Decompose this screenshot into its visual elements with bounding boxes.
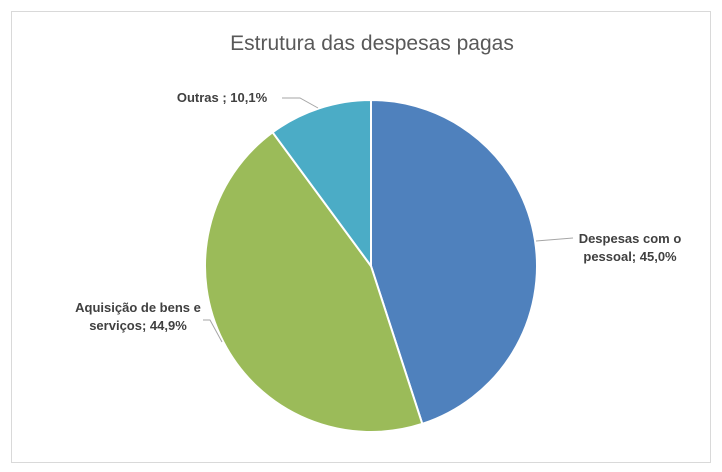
data-labels: Despesas com o pessoal; 45,0% Aquisição de… — [75, 90, 681, 333]
leader-lines — [203, 97, 574, 343]
data-label-2: Aquisição de bens e serviços; 44,9% — [75, 300, 201, 333]
data-label-1-line-1: Despesas com o — [579, 231, 682, 246]
leader-line-2 — [203, 319, 223, 343]
chart-title: Estrutura das despesas pagas — [230, 32, 514, 55]
pie-slice-3 — [271, 98, 372, 270]
data-label-1: Despesas com o pessoal; 45,0% — [579, 231, 682, 264]
data-label-3: Outras ; 10,1% — [177, 90, 268, 105]
data-label-3-line-1: Outras ; 10,1% — [177, 90, 268, 105]
data-label-2-line-2: serviços; 44,9% — [89, 318, 187, 333]
leader-line-1 — [535, 237, 574, 242]
data-label-2-line-1: Aquisição de bens e — [75, 300, 201, 315]
pie-slice-1 — [370, 98, 538, 426]
leader-line-3 — [282, 97, 319, 109]
pie-slice-2 — [204, 130, 424, 433]
pie-slices — [204, 98, 538, 433]
data-label-1-line-2: pessoal; 45,0% — [583, 249, 677, 264]
